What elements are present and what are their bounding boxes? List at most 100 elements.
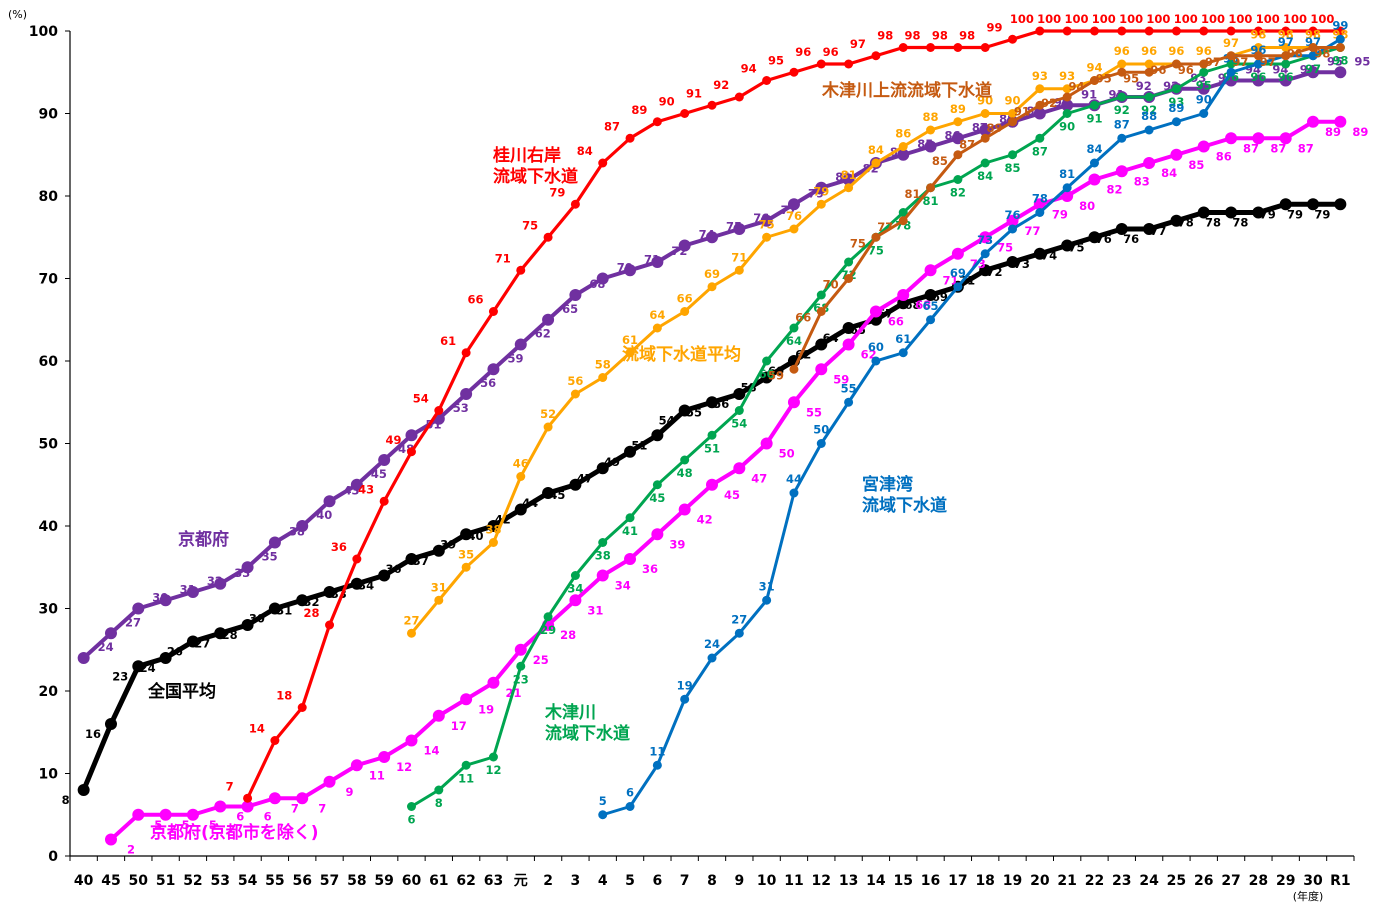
data-point bbox=[488, 752, 498, 762]
data-label: 84 bbox=[1086, 142, 1102, 156]
data-point bbox=[625, 133, 635, 143]
data-label: 39 bbox=[669, 537, 685, 551]
data-point bbox=[1089, 158, 1099, 168]
data-point bbox=[652, 323, 662, 333]
data-label: 52 bbox=[540, 407, 556, 421]
data-label: 51 bbox=[704, 441, 720, 455]
series-lines: 8162324262728303132333436373940424445474… bbox=[62, 12, 1371, 857]
x-tick-label: 11 bbox=[784, 873, 803, 889]
data-point bbox=[734, 92, 744, 102]
data-label: 100 bbox=[1228, 12, 1252, 26]
data-label: 19 bbox=[478, 702, 494, 716]
data-point bbox=[543, 612, 553, 622]
y-tick-label: 40 bbox=[39, 519, 59, 535]
data-label: 55 bbox=[686, 405, 702, 419]
data-point bbox=[1226, 67, 1236, 77]
data-point bbox=[924, 264, 937, 277]
data-label: 90 bbox=[977, 94, 993, 108]
data-point bbox=[460, 388, 473, 400]
data-point bbox=[596, 569, 609, 582]
data-label: 95 bbox=[1123, 71, 1139, 85]
data-point bbox=[1199, 109, 1209, 118]
data-label: 32 bbox=[304, 595, 320, 609]
data-point bbox=[1006, 256, 1019, 268]
data-point bbox=[1335, 34, 1345, 44]
data-label: 91 bbox=[1014, 104, 1030, 118]
data-label: 75 bbox=[868, 243, 884, 257]
data-label: 5 bbox=[154, 818, 162, 832]
data-label: 90 bbox=[1059, 120, 1075, 134]
data-label: 79 bbox=[1052, 207, 1068, 221]
data-label: 47 bbox=[751, 471, 767, 485]
data-label: 99 bbox=[1332, 18, 1348, 32]
data-label: 54 bbox=[731, 417, 747, 431]
data-point bbox=[844, 183, 854, 193]
data-label: 71 bbox=[495, 251, 511, 265]
data-label: 69 bbox=[704, 267, 720, 281]
data-point bbox=[132, 602, 145, 615]
data-point bbox=[487, 363, 500, 376]
x-tick-label: 12 bbox=[812, 873, 831, 889]
y-tick-label: 0 bbox=[48, 849, 58, 865]
data-label: 48 bbox=[677, 466, 693, 480]
data-label: 92 bbox=[1114, 103, 1130, 117]
data-label: 79 bbox=[1287, 207, 1303, 221]
data-point bbox=[816, 307, 826, 316]
x-tick-label: 50 bbox=[129, 873, 149, 889]
data-label: 87 bbox=[1298, 141, 1314, 155]
data-point bbox=[951, 132, 964, 145]
data-label: 64 bbox=[786, 334, 802, 348]
data-point bbox=[434, 595, 444, 605]
data-label: 24 bbox=[98, 640, 114, 654]
data-label: 31 bbox=[431, 580, 447, 594]
data-label: 73 bbox=[977, 233, 993, 247]
data-label: 90 bbox=[1005, 94, 1021, 108]
data-point bbox=[1199, 26, 1209, 36]
data-point bbox=[434, 785, 444, 795]
data-label: 96 bbox=[1150, 63, 1166, 77]
data-point bbox=[350, 759, 363, 772]
data-point bbox=[898, 142, 908, 151]
data-point bbox=[596, 462, 609, 475]
data-label: 68 bbox=[905, 298, 921, 312]
data-label: 87 bbox=[1032, 144, 1048, 158]
data-label: 59 bbox=[507, 351, 523, 365]
x-tick-label: 26 bbox=[1194, 873, 1213, 889]
data-label: 44 bbox=[786, 472, 802, 486]
data-point bbox=[434, 406, 444, 415]
data-point bbox=[789, 323, 799, 333]
x-tick-label: 63 bbox=[484, 873, 503, 889]
data-label: 79 bbox=[813, 184, 829, 198]
data-point bbox=[461, 348, 471, 358]
data-label: 89 bbox=[1325, 125, 1341, 139]
data-point bbox=[516, 472, 526, 481]
data-point bbox=[625, 348, 635, 358]
data-label: 96 bbox=[1178, 63, 1194, 77]
data-label: 82 bbox=[950, 186, 966, 200]
data-label: 45 bbox=[724, 488, 740, 502]
data-label: 24 bbox=[140, 661, 156, 675]
data-point bbox=[789, 67, 799, 77]
data-point bbox=[871, 232, 881, 242]
data-point bbox=[77, 784, 90, 796]
data-point bbox=[625, 802, 635, 811]
data-point bbox=[1117, 26, 1127, 36]
data-label: 96 bbox=[1114, 44, 1130, 58]
data-point bbox=[1008, 150, 1018, 160]
data-label: 76 bbox=[1123, 232, 1139, 246]
data-point bbox=[926, 43, 936, 52]
data-label: 28 bbox=[304, 606, 320, 620]
data-point bbox=[898, 43, 908, 52]
data-point bbox=[980, 43, 990, 52]
data-label: 8 bbox=[435, 796, 443, 810]
data-point bbox=[1171, 117, 1181, 127]
data-point bbox=[1062, 109, 1072, 118]
data-point bbox=[1008, 117, 1018, 127]
x-tick-label: 20 bbox=[1030, 873, 1050, 889]
data-point bbox=[979, 231, 992, 244]
data-point bbox=[598, 810, 608, 820]
data-label: 60 bbox=[768, 364, 784, 378]
x-tick-label: 10 bbox=[757, 873, 777, 889]
data-point bbox=[132, 660, 145, 673]
data-label: 88 bbox=[923, 110, 939, 124]
